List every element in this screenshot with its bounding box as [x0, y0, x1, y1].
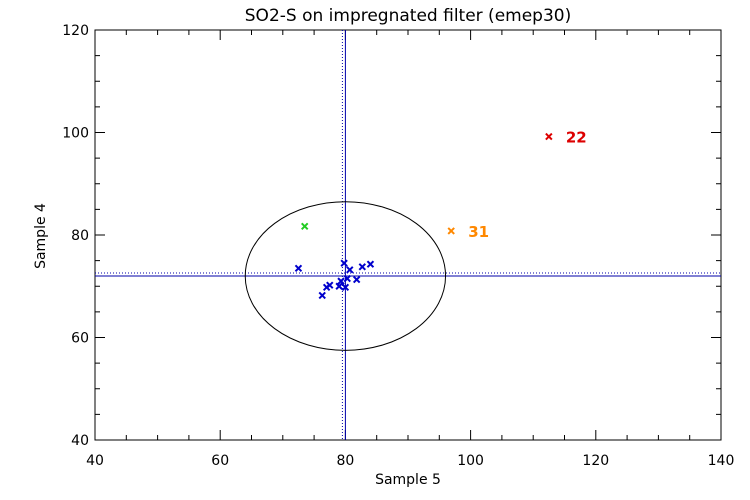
y-tick-label: 60 — [71, 331, 89, 347]
data-point — [447, 227, 455, 235]
x-tick-label: 100 — [457, 453, 484, 469]
y-tick-label: 40 — [71, 433, 89, 449]
y-axis-label: Sample 4 — [33, 203, 49, 269]
x-tick-label: 80 — [336, 453, 354, 469]
data-point — [352, 275, 361, 284]
data-point-label: 22 — [566, 129, 587, 147]
data-point — [326, 281, 334, 289]
data-point — [341, 283, 350, 291]
plot-frame — [94, 29, 722, 441]
x-tick-label: 60 — [211, 453, 229, 469]
x-axis-label: Sample 5 — [375, 472, 441, 488]
data-point — [318, 291, 326, 300]
data-point — [358, 263, 367, 271]
data-point — [294, 264, 303, 273]
x-tick-label: 40 — [86, 453, 104, 469]
data-point-label: 31 — [468, 223, 489, 241]
chart-title: SO2-S on impregnated filter (emep30) — [245, 6, 571, 26]
data-point — [343, 274, 351, 283]
data-point — [545, 132, 553, 141]
y-tick-label: 80 — [71, 228, 89, 244]
data-point — [346, 266, 354, 274]
y-tick-label: 100 — [62, 126, 89, 142]
data-point — [340, 259, 348, 267]
y-tick-label: 120 — [62, 23, 89, 39]
data-point — [335, 282, 343, 290]
data-point — [337, 277, 345, 285]
x-tick-label: 120 — [582, 453, 609, 469]
x-tick-label: 140 — [708, 453, 735, 469]
plot-area: 40 60 80 100 120 140 40 60 80 100 120 31 22 — [62, 23, 734, 469]
data-point — [366, 260, 375, 268]
data-point — [301, 222, 309, 230]
tolerance-ellipse — [244, 201, 447, 351]
